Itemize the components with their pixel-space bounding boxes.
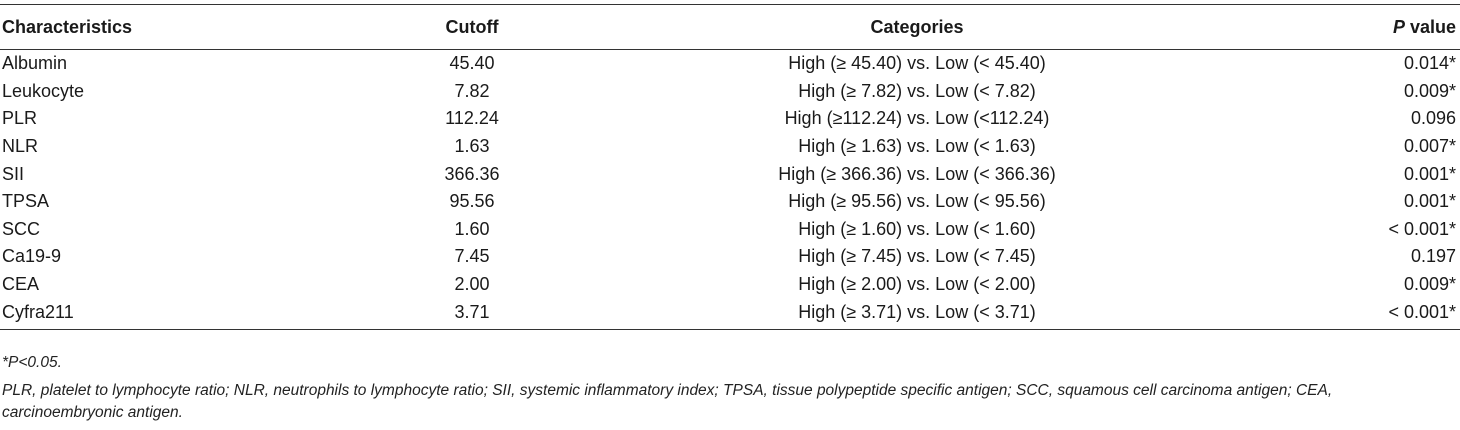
cell-categories: High (≥ 2.00) vs. Low (< 2.00)	[798, 274, 1036, 295]
cell-cutoff: 1.63	[454, 136, 490, 157]
cell-p-value: 0.009*	[1403, 274, 1456, 295]
cell-p-value: 0.001*	[1403, 191, 1456, 212]
cell-categories: High (≥ 1.60) vs. Low (< 1.60)	[798, 218, 1036, 239]
cell-characteristic: CEA	[2, 274, 40, 295]
cell-characteristic: NLR	[2, 136, 39, 157]
table-row: PLR 112.24 High (≥112.24) vs. Low (<112.24…	[0, 105, 1460, 133]
cell-cutoff: 7.45	[454, 246, 490, 267]
cell-cutoff: 7.82	[454, 80, 490, 101]
cell-categories: High (≥ 7.45) vs. Low (< 7.45)	[798, 246, 1036, 267]
cutoff-table: Characteristics Cutoff Categories P valu…	[0, 4, 1460, 330]
header-characteristics: Characteristics	[0, 4, 372, 50]
table-row: Cyfra211 3.71 High (≥ 3.71) vs. Low (< 3.7…	[0, 298, 1460, 330]
cell-cutoff: 45.40	[449, 53, 495, 74]
footnote-significance: *P<0.05.	[2, 354, 62, 371]
table-row: Albumin 45.40 High (≥ 45.40) vs. Low (< 45…	[0, 50, 1460, 78]
cell-characteristic: TPSA	[2, 191, 50, 212]
cell-categories: High (≥ 366.36) vs. Low (< 366.36)	[778, 163, 1056, 184]
header-p-value: P value	[1262, 4, 1460, 50]
cell-characteristic: Albumin	[2, 53, 68, 74]
cell-characteristic: Cyfra211	[0, 298, 372, 330]
cell-p-value: 0.001*	[1403, 163, 1456, 184]
cell-categories: High (≥ 1.63) vs. Low (< 1.63)	[798, 136, 1036, 157]
cell-characteristic: SCC	[2, 218, 41, 239]
cell-cutoff: 112.24	[445, 108, 499, 129]
footnote-abbreviations: PLR, platelet to lymphocyte ratio; NLR, …	[2, 382, 1333, 421]
footnotes: *P<0.05. PLR, platelet to lymphocyte rat…	[2, 352, 1452, 430]
header-categories: Categories	[572, 4, 1262, 50]
cell-cutoff: 95.56	[449, 191, 495, 212]
cell-characteristic: Ca19-9	[2, 246, 62, 267]
cell-p-value: < 0.001*	[1388, 218, 1456, 239]
cell-characteristic: PLR	[2, 108, 38, 129]
cell-cutoff: 1.60	[454, 218, 490, 239]
table-row: TPSA 95.56 High (≥ 95.56) vs. Low (< 95.56…	[0, 188, 1460, 216]
cell-characteristic: Leukocyte	[2, 80, 85, 101]
header-p-rest: value	[1404, 16, 1456, 37]
cell-cutoff: 3.71	[372, 298, 572, 330]
cell-categories: High (≥ 7.82) vs. Low (< 7.82)	[798, 80, 1036, 101]
table-row: CEA 2.00 High (≥ 2.00) vs. Low (< 2.00) 0.0…	[0, 271, 1460, 299]
table-row: NLR 1.63 High (≥ 1.63) vs. Low (< 1.63) 0.0…	[0, 133, 1460, 161]
cell-cutoff: 2.00	[454, 274, 490, 295]
table-row: Leukocyte 7.82 High (≥ 7.82) vs. Low (< 7.…	[0, 78, 1460, 106]
cell-categories: High (≥ 45.40) vs. Low (< 45.40)	[788, 53, 1046, 74]
cell-categories: High (≥112.24) vs. Low (<112.24)	[784, 108, 1050, 129]
cell-categories: High (≥ 95.56) vs. Low (< 95.56)	[788, 191, 1046, 212]
cell-characteristic: SII	[2, 163, 25, 184]
table-row: Ca19-9 7.45 High (≥ 7.45) vs. Low (< 7.45)…	[0, 243, 1460, 271]
table-row: SCC 1.60 High (≥ 1.60) vs. Low (< 1.60) < 0…	[0, 216, 1460, 244]
cell-p-value: 0.197	[1410, 246, 1456, 267]
cell-p-value: 0.009*	[1403, 80, 1456, 101]
cell-p-value: 0.014*	[1403, 53, 1456, 74]
cell-p-value: 0.096	[1410, 108, 1456, 129]
table-body: Albumin 45.40 High (≥ 45.40) vs. Low (< 45…	[0, 50, 1460, 330]
cell-categories: High (≥ 3.71) vs. Low (< 3.71)	[572, 298, 1262, 330]
cell-p-value: < 0.001*	[1262, 298, 1460, 330]
cell-p-value: 0.007*	[1403, 136, 1456, 157]
header-p-italic: P	[1392, 16, 1405, 37]
header-row: Characteristics Cutoff Categories P valu…	[0, 4, 1460, 50]
cell-cutoff: 366.36	[444, 163, 500, 184]
header-cutoff: Cutoff	[372, 4, 572, 50]
table-row: SII 366.36 High (≥ 366.36) vs. Low (< 366.…	[0, 160, 1460, 188]
